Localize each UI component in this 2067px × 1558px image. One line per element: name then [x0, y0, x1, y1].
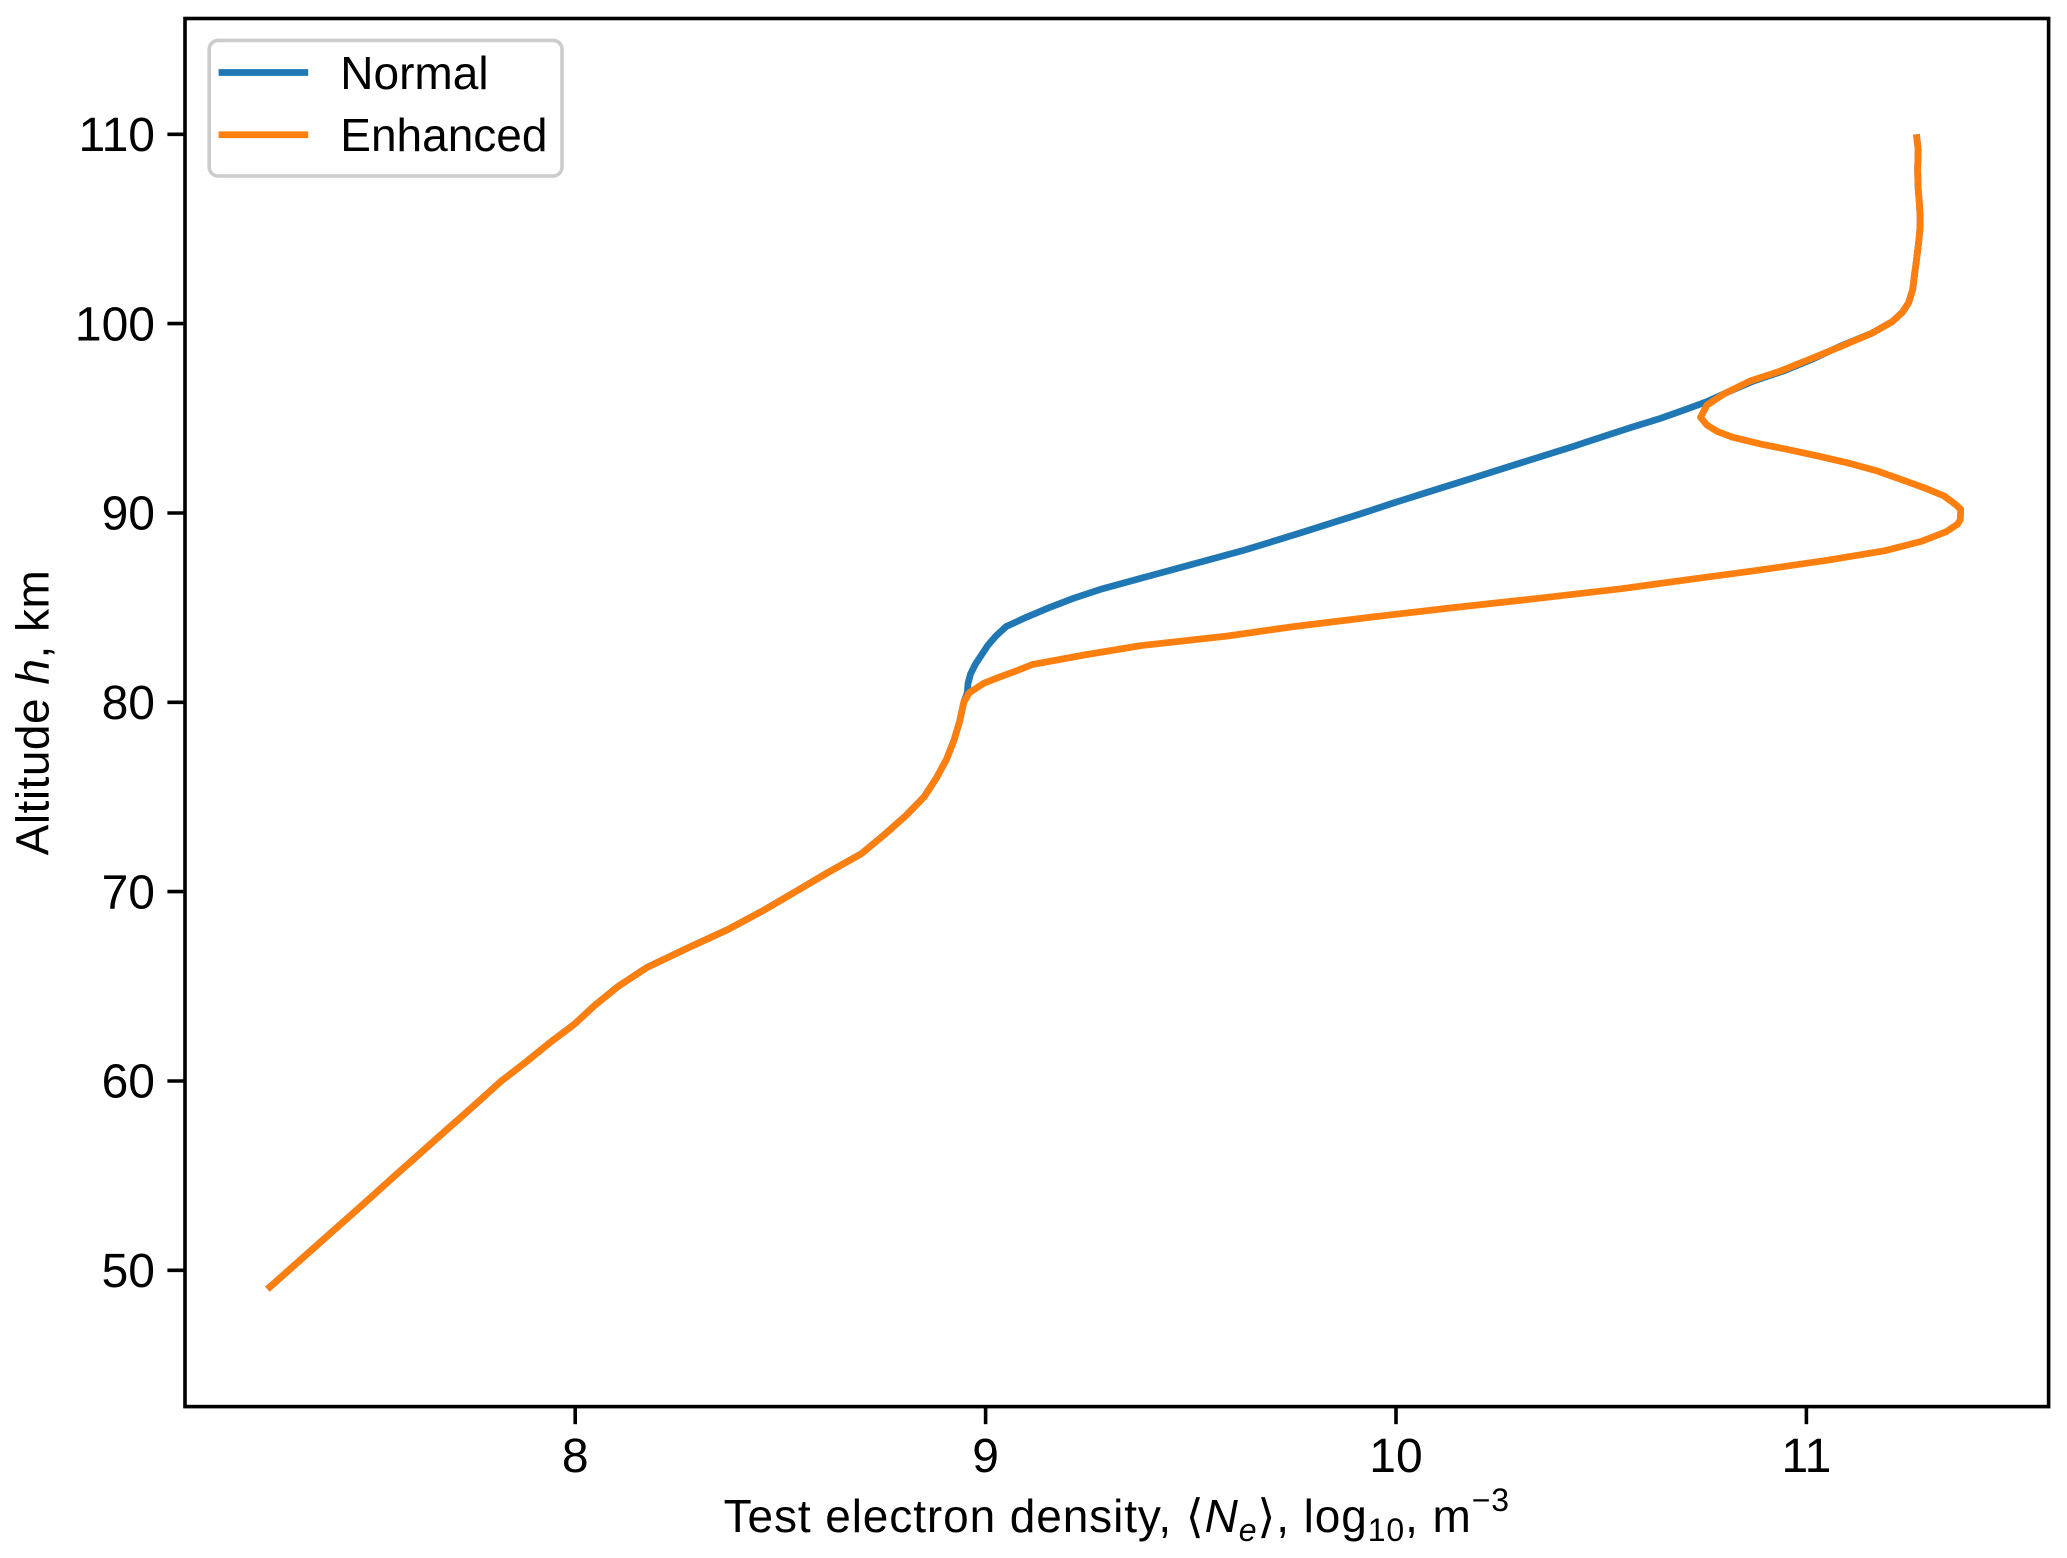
svg-text:10: 10 [1369, 1430, 1422, 1483]
svg-text:70: 70 [102, 866, 155, 919]
svg-text:80: 80 [102, 677, 155, 730]
svg-text:90: 90 [102, 488, 155, 541]
svg-text:60: 60 [102, 1056, 155, 1109]
svg-text:Normal: Normal [340, 47, 488, 99]
svg-text:Altitude h, km: Altitude h, km [7, 570, 59, 856]
svg-text:8: 8 [562, 1430, 589, 1483]
svg-text:Enhanced: Enhanced [340, 109, 547, 161]
svg-text:Test electron density, ⟨Ne⟩, l: Test electron density, ⟨Ne⟩, log10, m−3 [724, 1482, 1510, 1548]
svg-text:11: 11 [1781, 1430, 1831, 1483]
svg-text:50: 50 [102, 1245, 155, 1298]
svg-text:100: 100 [75, 298, 155, 351]
svg-text:9: 9 [972, 1430, 999, 1483]
svg-text:110: 110 [78, 109, 155, 162]
